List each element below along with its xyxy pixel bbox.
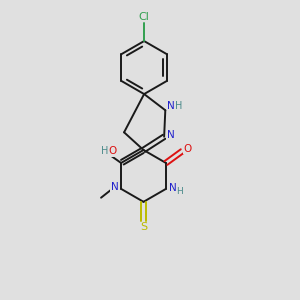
Text: O: O [183,144,192,154]
Text: H: H [176,187,183,196]
Text: H: H [175,101,182,111]
Text: N: N [167,130,175,140]
Text: N: N [167,101,175,111]
Text: N: N [111,182,119,192]
Text: N: N [169,183,176,193]
Text: S: S [140,222,147,233]
Text: Cl: Cl [139,12,149,22]
Text: H: H [101,146,109,156]
Text: O: O [109,146,117,156]
